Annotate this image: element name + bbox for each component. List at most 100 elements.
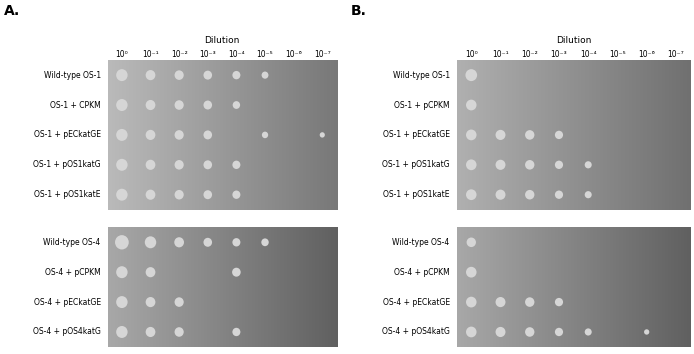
Circle shape: [175, 130, 184, 140]
Circle shape: [466, 297, 477, 308]
Circle shape: [466, 327, 477, 337]
Circle shape: [203, 190, 212, 199]
Circle shape: [175, 297, 184, 307]
Circle shape: [232, 71, 240, 79]
Circle shape: [466, 189, 477, 200]
Circle shape: [232, 161, 240, 169]
Text: B.: B.: [350, 4, 366, 18]
Circle shape: [232, 190, 240, 199]
Text: OS-4 + pOS4katG: OS-4 + pOS4katG: [33, 327, 101, 336]
Circle shape: [175, 190, 184, 200]
Circle shape: [203, 130, 212, 139]
Text: 10⁻⁵: 10⁻⁵: [257, 50, 273, 59]
Circle shape: [585, 161, 592, 169]
Circle shape: [116, 326, 128, 338]
Circle shape: [525, 190, 534, 200]
Text: OS-1 + CPKM: OS-1 + CPKM: [50, 101, 101, 109]
Text: 10⁻³: 10⁻³: [199, 50, 216, 59]
Text: OS-1 + pOS1katG: OS-1 + pOS1katG: [33, 160, 101, 169]
Circle shape: [116, 296, 128, 308]
Text: 10⁻⁴: 10⁻⁴: [580, 50, 597, 59]
Circle shape: [175, 327, 184, 337]
Circle shape: [146, 297, 155, 307]
Circle shape: [525, 327, 534, 337]
Text: OS-4 + pECkatGE: OS-4 + pECkatGE: [382, 298, 450, 307]
Circle shape: [525, 130, 534, 140]
Circle shape: [262, 238, 269, 246]
Circle shape: [555, 131, 563, 139]
Circle shape: [116, 129, 128, 141]
Circle shape: [146, 100, 155, 110]
Circle shape: [232, 238, 240, 246]
Circle shape: [496, 130, 505, 140]
Text: OS-1 + pECkatGE: OS-1 + pECkatGE: [34, 130, 101, 139]
Text: 10⁻²: 10⁻²: [521, 50, 538, 59]
Circle shape: [232, 101, 240, 109]
Circle shape: [466, 267, 477, 278]
Circle shape: [175, 160, 184, 170]
Text: 10⁻⁵: 10⁻⁵: [609, 50, 626, 59]
Circle shape: [145, 236, 156, 248]
Text: 10⁻⁴: 10⁻⁴: [228, 50, 245, 59]
Text: 10⁻⁷: 10⁻⁷: [668, 50, 684, 59]
Circle shape: [116, 189, 128, 201]
Circle shape: [644, 329, 650, 335]
Circle shape: [555, 298, 563, 306]
Circle shape: [203, 71, 212, 80]
Text: Wild-type OS-1: Wild-type OS-1: [393, 71, 450, 80]
Text: Dilution: Dilution: [205, 36, 239, 45]
Text: Wild-type OS-4: Wild-type OS-4: [392, 238, 450, 247]
Text: 10⁻¹: 10⁻¹: [492, 50, 509, 59]
Circle shape: [320, 132, 325, 138]
Circle shape: [232, 268, 241, 277]
Circle shape: [146, 267, 155, 277]
Circle shape: [146, 190, 155, 200]
Circle shape: [175, 100, 184, 110]
Circle shape: [262, 72, 269, 79]
Circle shape: [146, 160, 155, 170]
Circle shape: [555, 190, 563, 199]
Circle shape: [466, 238, 476, 247]
Circle shape: [116, 266, 128, 278]
Circle shape: [116, 99, 128, 111]
Circle shape: [115, 235, 129, 250]
Text: 10⁻⁶: 10⁻⁶: [638, 50, 655, 59]
Text: OS-1 + pOS1katG: OS-1 + pOS1katG: [382, 160, 450, 169]
Text: OS-1 + pCPKM: OS-1 + pCPKM: [394, 101, 450, 109]
Text: 10⁻¹: 10⁻¹: [142, 50, 159, 59]
Text: 10⁰: 10⁰: [115, 50, 128, 59]
Text: 10⁻³: 10⁻³: [550, 50, 568, 59]
Circle shape: [496, 297, 505, 307]
Text: OS-1 + pOS1katE: OS-1 + pOS1katE: [383, 190, 450, 199]
Circle shape: [232, 328, 240, 336]
Text: Wild-type OS-4: Wild-type OS-4: [44, 238, 101, 247]
Text: OS-4 + pCPKM: OS-4 + pCPKM: [45, 268, 101, 277]
Text: A.: A.: [3, 4, 19, 18]
Text: 10⁻⁶: 10⁻⁶: [285, 50, 302, 59]
Text: OS-1 + pECkatGE: OS-1 + pECkatGE: [382, 130, 450, 139]
Text: 10⁻²: 10⁻²: [171, 50, 187, 59]
Circle shape: [262, 132, 268, 138]
Circle shape: [466, 130, 477, 140]
Circle shape: [146, 70, 155, 80]
Circle shape: [174, 237, 184, 247]
Circle shape: [146, 327, 155, 337]
Text: 10⁻⁷: 10⁻⁷: [314, 50, 330, 59]
Circle shape: [555, 328, 563, 336]
Text: Dilution: Dilution: [556, 36, 591, 45]
Circle shape: [466, 159, 477, 170]
Circle shape: [585, 191, 592, 198]
Circle shape: [466, 69, 477, 81]
Text: OS-1 + pOS1katE: OS-1 + pOS1katE: [34, 190, 101, 199]
Circle shape: [525, 160, 534, 170]
Circle shape: [116, 69, 128, 81]
Circle shape: [466, 99, 477, 110]
Circle shape: [203, 101, 212, 109]
Circle shape: [525, 297, 534, 307]
Circle shape: [585, 329, 592, 336]
Circle shape: [146, 130, 155, 140]
Text: Wild-type OS-1: Wild-type OS-1: [44, 71, 101, 80]
Circle shape: [203, 160, 212, 169]
Text: OS-4 + pECkatGE: OS-4 + pECkatGE: [33, 298, 101, 307]
Circle shape: [203, 238, 212, 247]
